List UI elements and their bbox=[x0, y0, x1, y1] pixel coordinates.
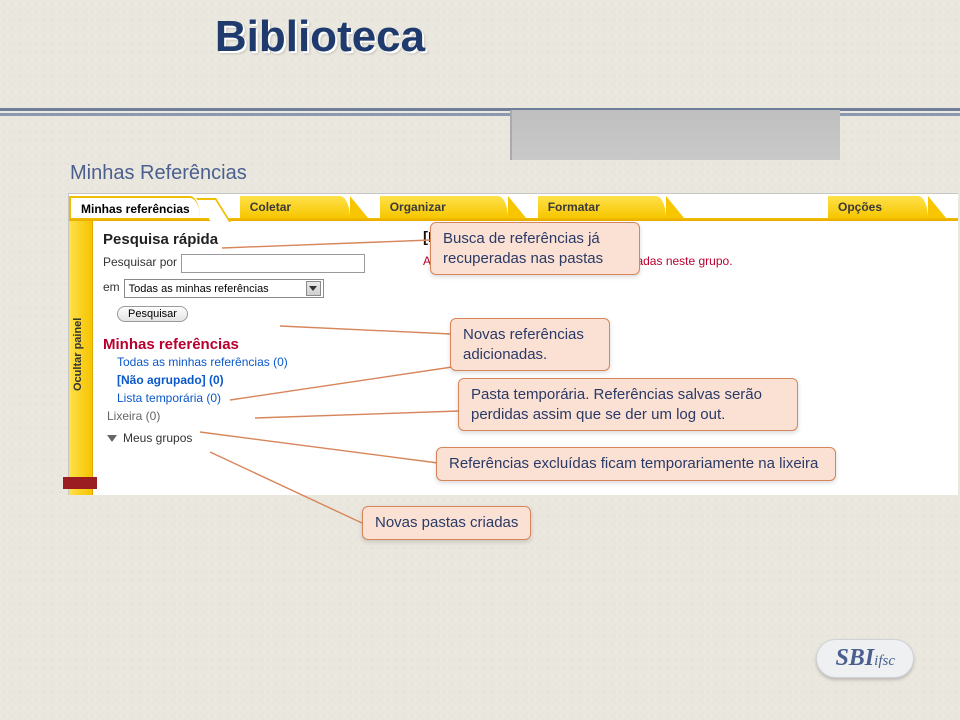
left-panel: Pesquisa rápida Pesquisar por em Todas a… bbox=[93, 221, 411, 495]
chevron-down-icon bbox=[306, 281, 321, 296]
link-temp-list[interactable]: Lista temporária (0) bbox=[103, 389, 403, 407]
slide-header: Biblioteca bbox=[0, 0, 960, 168]
tab-organizar[interactable]: Organizar bbox=[380, 196, 508, 218]
callout-new-refs: Novas referências adicionadas. bbox=[450, 318, 610, 371]
triangle-down-icon bbox=[107, 435, 117, 442]
link-trash[interactable]: Lixeira (0) bbox=[103, 407, 403, 425]
tab-coletar[interactable]: Coletar bbox=[240, 196, 350, 218]
callout-search: Busca de referências já recuperadas nas … bbox=[430, 222, 640, 275]
my-refs-title: Minhas referências bbox=[103, 336, 403, 353]
tabstrip: Minhas referências Coletar Organizar For… bbox=[69, 194, 958, 218]
my-groups-label: Meus grupos bbox=[123, 431, 192, 445]
link-all-refs[interactable]: Todas as minhas referências (0) bbox=[103, 353, 403, 371]
logo-text-a: SBI bbox=[835, 645, 874, 671]
decor-block bbox=[510, 110, 840, 160]
callout-temp-folder: Pasta temporária. Referências salvas ser… bbox=[458, 378, 798, 431]
callout-trash: Referências excluídas ficam temporariame… bbox=[436, 447, 836, 481]
quick-search-title: Pesquisa rápida bbox=[103, 231, 403, 248]
search-for-label: Pesquisar por bbox=[103, 255, 177, 269]
tab-opcoes[interactable]: Opções bbox=[828, 196, 928, 218]
logo-badge: SBIifsc bbox=[816, 639, 914, 678]
link-ungrouped[interactable]: [Não agrupado] (0) bbox=[103, 371, 403, 389]
tab-formatar[interactable]: Formatar bbox=[538, 196, 666, 218]
logo-text-b: ifsc bbox=[874, 653, 895, 669]
scope-select[interactable]: Todas as minhas referências bbox=[124, 279, 324, 298]
side-rail[interactable]: Ocultar painel bbox=[69, 221, 93, 495]
search-input[interactable] bbox=[181, 254, 365, 273]
callout-new-folders: Novas pastas criadas bbox=[362, 506, 531, 540]
search-button[interactable]: Pesquisar bbox=[117, 306, 188, 322]
side-rail-label: Ocultar painel bbox=[72, 318, 84, 391]
scope-select-value: Todas as minhas referências bbox=[129, 283, 269, 295]
section-label: Minhas Referências bbox=[70, 162, 247, 185]
red-accent bbox=[63, 477, 97, 489]
page-title: Biblioteca bbox=[0, 12, 960, 62]
tab-minhas-referencias[interactable]: Minhas referências bbox=[69, 196, 200, 218]
my-groups[interactable]: Meus grupos bbox=[103, 431, 403, 445]
in-label: em bbox=[103, 280, 120, 294]
